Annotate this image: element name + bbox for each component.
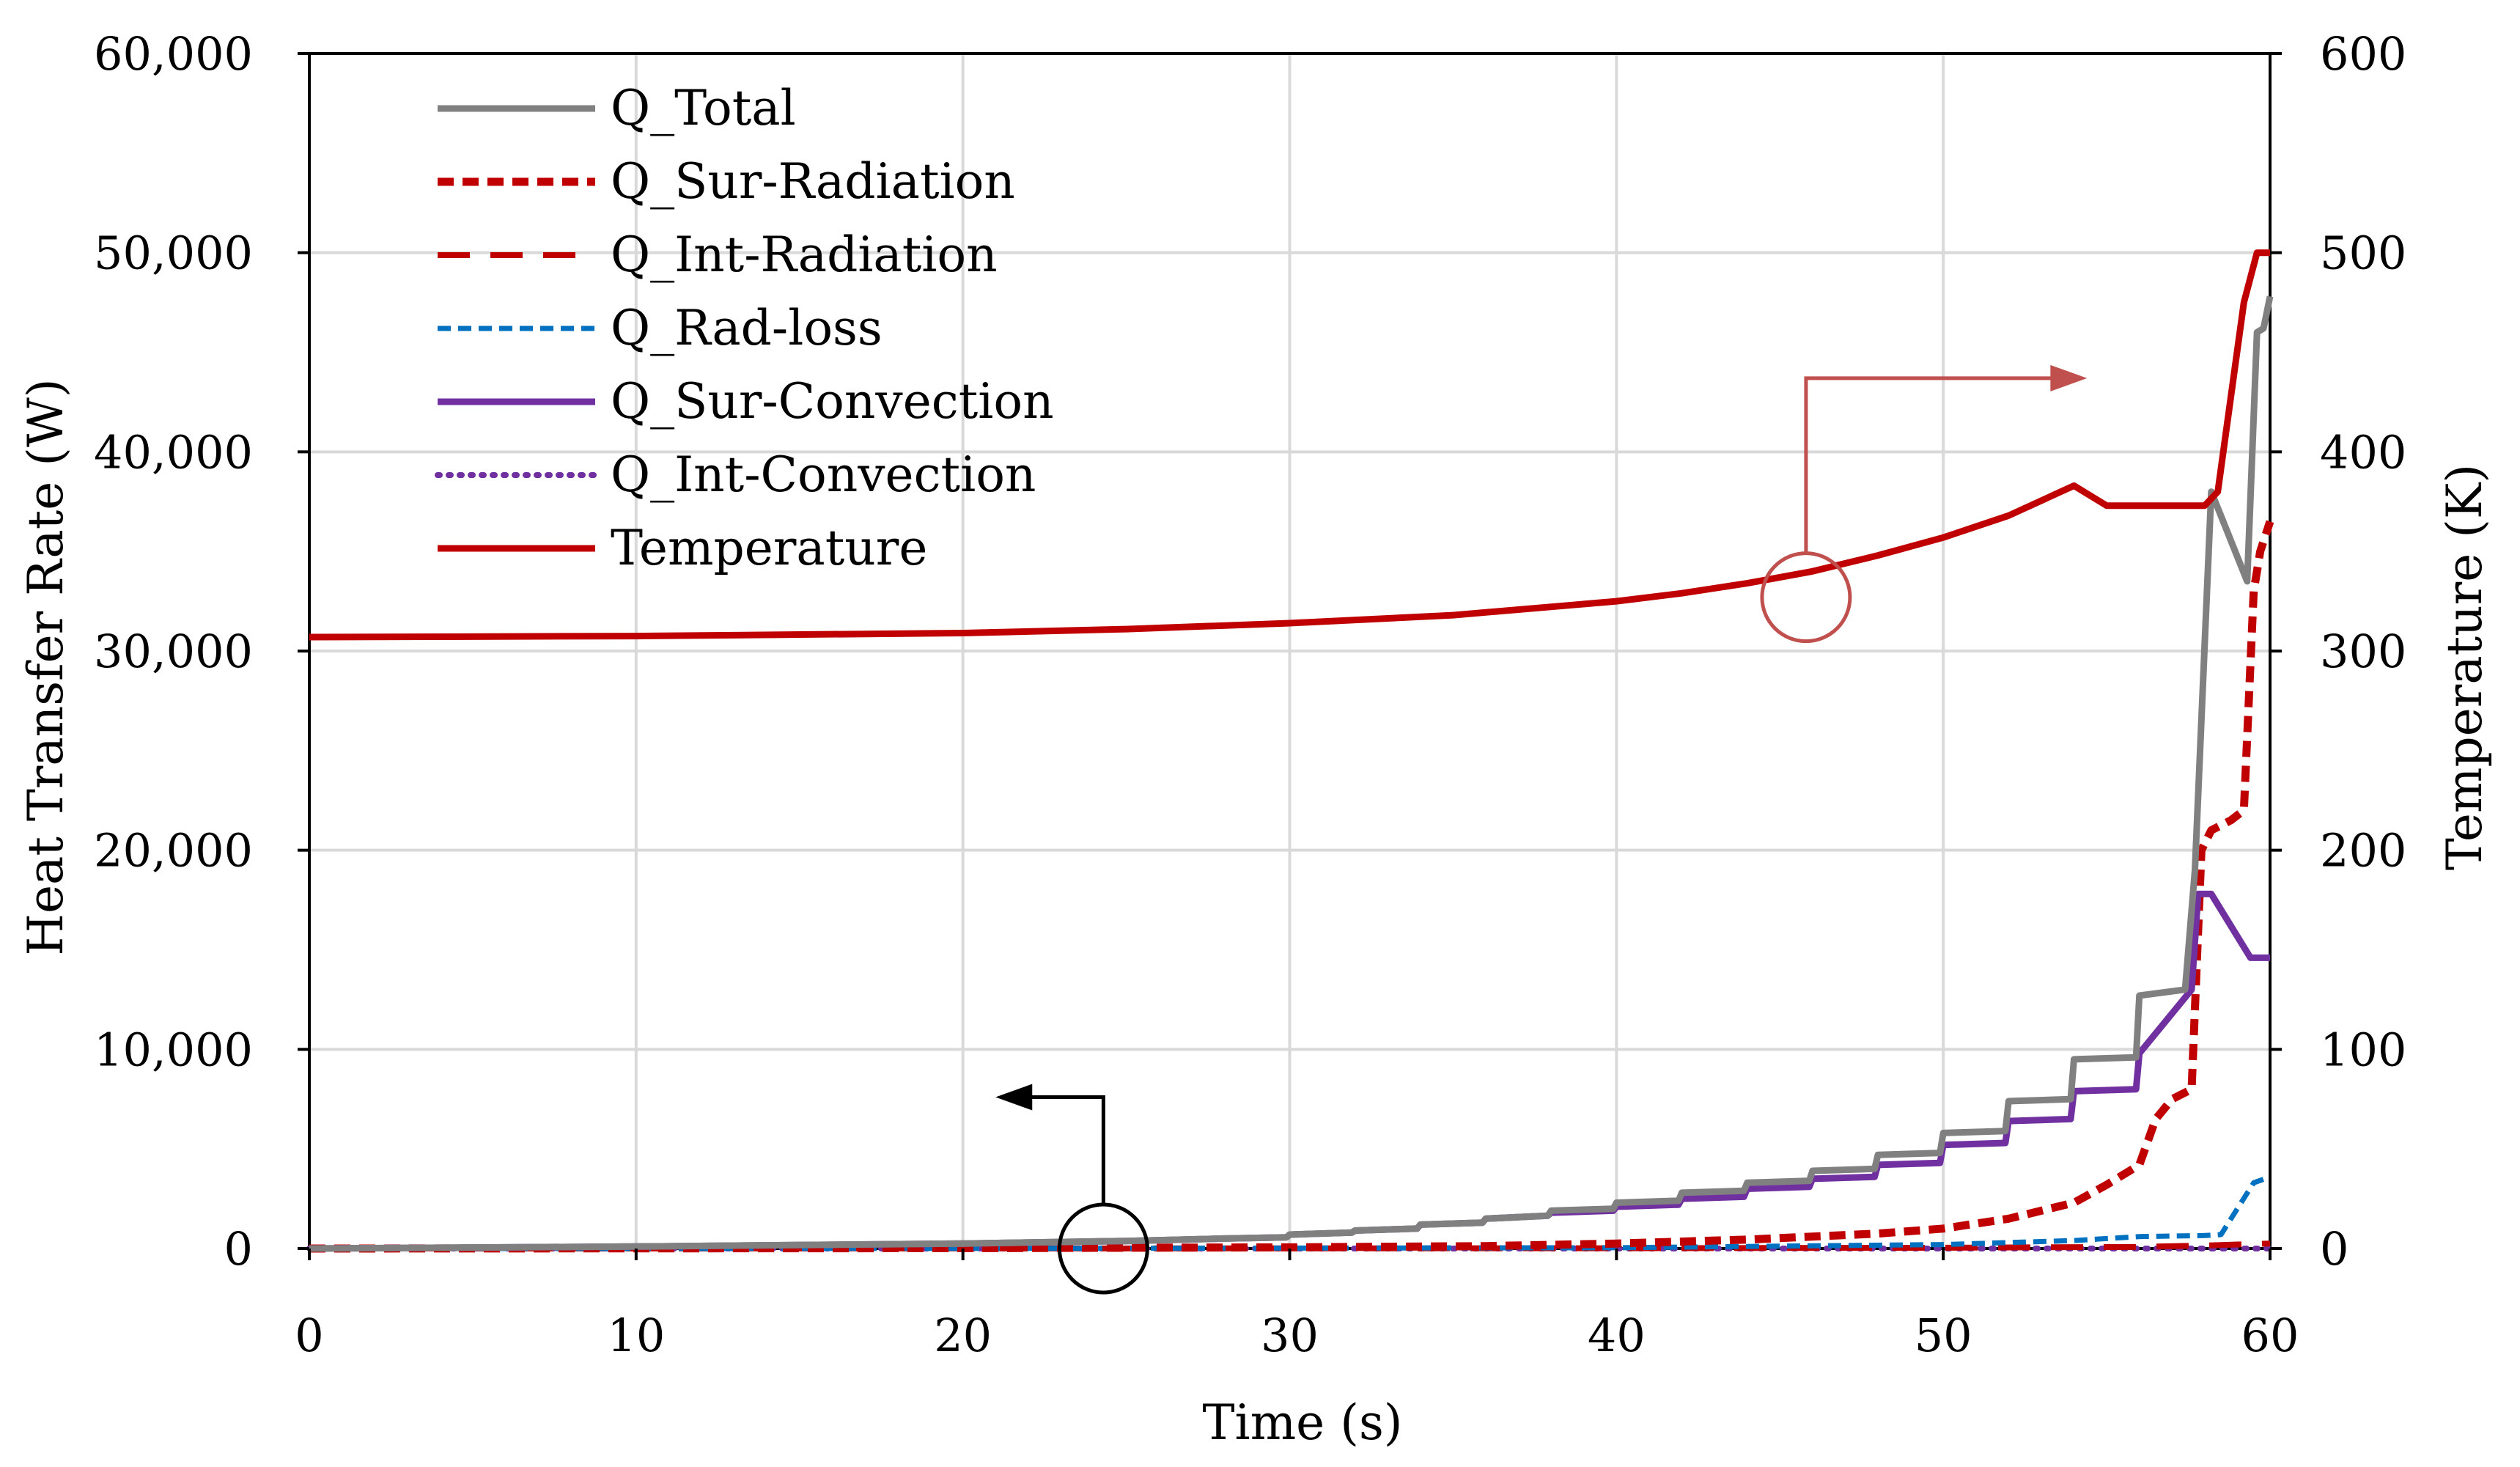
x-tick-label: 60 — [2241, 1309, 2299, 1362]
y2-tick-label: 600 — [2320, 27, 2406, 81]
x-axis-title: Time (s) — [1202, 1394, 1402, 1451]
x-tick-label: 10 — [607, 1309, 665, 1362]
legend-label: Q_Int-Convection — [611, 446, 1036, 503]
annotation-layer — [995, 364, 2088, 1295]
legend-label: Q_Total — [611, 80, 796, 136]
y-axis-title: Heat Transfer Rate (W) — [18, 378, 74, 955]
annotation-arrowhead — [995, 1084, 1033, 1111]
legend-label: Q_Rad-loss — [611, 300, 883, 356]
x-tick-label: 0 — [295, 1309, 323, 1362]
x-tick-label: 50 — [1915, 1309, 1972, 1362]
y-tick-label: 0 — [224, 1222, 253, 1276]
legend-label: Q_Sur-Convection — [611, 373, 1054, 430]
y2-tick-label: 300 — [2320, 625, 2406, 678]
x-tick-label: 30 — [1261, 1309, 1319, 1362]
y-tick-label: 20,000 — [94, 824, 253, 878]
series-line-q-total — [309, 295, 2274, 1252]
y2-tick-label: 100 — [2320, 1023, 2406, 1076]
y-tick-label: 40,000 — [94, 425, 253, 479]
y2-tick-label: 500 — [2320, 227, 2406, 280]
legend: Q_Total Q_Sur-Radiation Q_Int-Radiation Q_R… — [435, 80, 1054, 576]
legend-label: Temperature — [611, 520, 927, 576]
y2-tick-label: 400 — [2320, 425, 2406, 479]
x-tick-label: 20 — [934, 1309, 992, 1362]
x-tick-label: 40 — [1588, 1309, 1646, 1362]
series-line-q-rad-loss — [309, 1174, 2272, 1251]
y-tick-label: 60,000 — [94, 27, 253, 81]
y-tick-label: 10,000 — [94, 1023, 253, 1076]
series-line-temperature — [309, 249, 2270, 641]
y-tick-label: 50,000 — [94, 227, 253, 280]
series-layer — [306, 249, 2274, 1253]
y2-tick-label: 0 — [2320, 1222, 2348, 1276]
legend-label: Q_Int-Radiation — [611, 227, 998, 283]
series-line-q-sur-radiation — [309, 520, 2274, 1253]
legend-label: Q_Sur-Radiation — [611, 153, 1015, 210]
annotation-arrow-line — [1025, 1095, 1105, 1205]
y2-axis-title: Temperature (K) — [2436, 464, 2493, 870]
annotation-arrow-line — [1804, 376, 2055, 554]
grid-lines — [309, 54, 2270, 1249]
y-tick-label: 30,000 — [94, 625, 253, 678]
annotation-arrowhead — [2050, 364, 2088, 391]
y2-tick-label: 200 — [2320, 824, 2406, 878]
